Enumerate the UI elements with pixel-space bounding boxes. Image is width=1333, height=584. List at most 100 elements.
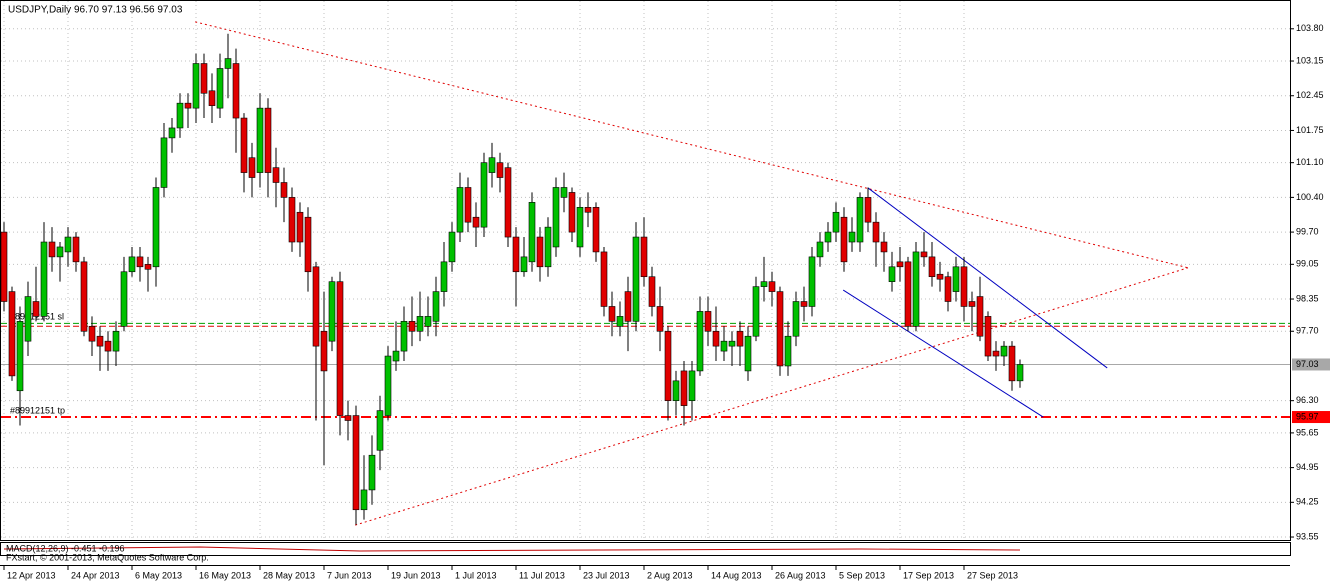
candle-body [280,182,288,198]
candle-body [656,306,664,332]
candle-body [104,340,112,352]
y-tick-label: 99.05 [1296,259,1319,269]
x-tick-label: 6 May 2013 [135,570,182,580]
level-name: #89912151 sl [10,312,64,322]
candle-body [96,335,104,347]
candle-body [344,415,352,421]
candle-body [376,410,384,451]
candle-body [872,221,880,243]
candle-body [72,236,80,263]
x-tick-label: 26 Aug 2013 [775,570,826,580]
candle-body [896,261,904,268]
x-tick-label: 23 Jul 2013 [583,570,630,580]
x-tick-label: 5 Sep 2013 [839,570,885,580]
candle-body [696,311,704,372]
y-tick-label: 101.10 [1296,157,1324,167]
candle-body [368,454,376,491]
candle-body [984,316,992,357]
candle-body [48,241,56,258]
candle-body [464,187,472,223]
candle-body [200,63,208,94]
candle-body [328,281,336,342]
candle-body [120,271,128,327]
candle-body [824,231,832,243]
candle-body [992,350,1000,357]
price-tag-label: 95.97 [1296,411,1319,421]
trend-line [355,267,1189,526]
candle-body [16,321,24,392]
candle-body [832,211,840,233]
x-tick-label: 27 Sep 2013 [967,570,1018,580]
candle-body [480,162,488,228]
x-tick-label: 7 Jun 2013 [327,570,372,580]
candle-body [432,291,440,322]
candle-body [152,187,160,268]
candle-body [176,102,184,129]
candle-body [1008,345,1016,382]
candle-body [320,330,328,372]
candle-body [1016,364,1024,382]
candle-body [88,325,96,342]
candle-body [80,261,88,332]
candle-body [784,335,792,367]
y-tick-label: 94.25 [1296,497,1319,507]
candle-body [552,187,560,248]
candle-body [768,281,776,292]
indicator-frame [0,542,1291,556]
candle-body [296,211,304,243]
candle-body [928,256,936,278]
candle-body [272,167,280,183]
candle-body [632,236,640,322]
x-tick-label: 17 Sep 2013 [903,570,954,580]
indicator-label: MACD(12,26,9) -0.451 -0.196 [6,543,125,553]
x-tick-label: 16 May 2013 [199,570,251,580]
candle-body [112,330,120,352]
y-tick-label: 103.80 [1296,23,1324,33]
candle-body [216,68,224,109]
y-tick-label: 102.45 [1296,90,1324,100]
candle-body [64,236,72,253]
candle-body [472,216,480,228]
candle-body [648,276,656,307]
y-tick-label: 97.70 [1296,326,1319,336]
candle-body [776,291,784,367]
candle-body [576,206,584,248]
x-tick-label: 11 Jul 2013 [519,570,565,580]
x-tick-label: 12 Apr 2013 [7,570,56,580]
candle-body [616,316,624,327]
candle-body [936,273,944,280]
candle-body [816,241,824,258]
candle-body [544,226,552,268]
candle-body [256,107,264,173]
candle-body [352,415,360,511]
candle-body [960,266,968,307]
candle-body [304,216,312,273]
candle-body [760,281,768,287]
candle-body [792,301,800,337]
chart-title: USDJPY,Daily 96.70 97.13 96.56 97.03 [8,5,183,16]
candle-body [912,251,920,327]
candle-body [728,340,736,347]
y-tick-label: 99.70 [1296,226,1319,236]
price-tag [1292,358,1330,371]
candle-body [336,281,344,416]
candle-body [680,370,688,406]
candle-body [56,246,64,258]
candle-body [592,206,600,253]
candle-body [360,489,368,511]
candle-body [128,256,136,273]
candle-body [608,306,616,322]
candle-body [952,266,960,292]
candle-body [392,350,400,362]
candle-body [976,296,984,337]
candle-body [1000,345,1008,357]
candle-body [536,236,544,268]
candle-body [488,157,496,173]
candle-body [240,117,248,173]
candle-body [720,340,728,352]
candle-body [208,90,216,106]
candle-body [424,316,432,327]
price-tag-label: 97.03 [1296,359,1319,369]
